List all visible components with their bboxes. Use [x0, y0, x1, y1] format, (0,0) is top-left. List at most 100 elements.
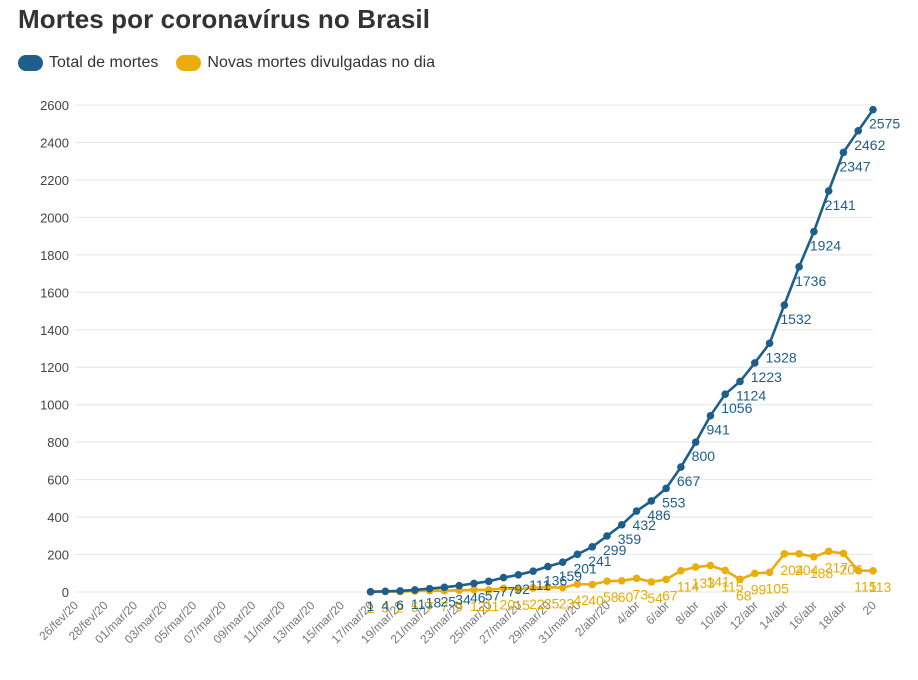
total-deaths-point	[632, 507, 641, 515]
new-deaths-point	[603, 577, 611, 585]
total-deaths-data-label: 25	[440, 593, 456, 609]
total-deaths-point	[721, 390, 730, 399]
new-deaths-data-label: 11	[485, 598, 500, 614]
new-deaths-data-label: 115	[721, 578, 744, 594]
new-deaths-point	[632, 574, 641, 583]
new-deaths-point	[765, 568, 774, 577]
x-tick-label: 16/abr	[786, 598, 820, 632]
total-deaths-data-label: 941	[706, 422, 730, 438]
new-deaths-point	[854, 566, 863, 575]
total-deaths-data-label: 800	[692, 448, 716, 464]
new-deaths-data-label: 25	[544, 595, 560, 611]
y-tick-label: 2400	[40, 135, 69, 150]
new-deaths-data-label: 54	[647, 590, 663, 606]
new-deaths-data-label: 3	[381, 599, 389, 615]
new-deaths-point	[544, 583, 552, 592]
total-deaths-point	[484, 577, 493, 586]
legend-item-new[interactable]: Novas mortes divulgadas no dia	[176, 54, 435, 72]
total-deaths-data-label: 241	[588, 553, 612, 569]
series-new-deaths: 1 3 2 5 7 7 9 12 11 20 15 22 25 23 42 40 58 60 73 54 6711413…	[367, 547, 892, 616]
new-deaths-point	[514, 585, 523, 593]
new-deaths-point	[691, 563, 700, 571]
new-deaths-data-label: 7	[426, 599, 434, 615]
new-deaths-data-label: 114	[677, 579, 700, 595]
legend-item-total[interactable]: Total de mortes	[18, 54, 158, 72]
total-deaths-data-label: 1328	[766, 349, 797, 365]
total-deaths-data-label: 136	[544, 573, 568, 589]
new-deaths-point	[662, 575, 670, 584]
new-deaths-point	[647, 578, 656, 586]
new-deaths-point	[839, 549, 848, 558]
y-tick-label: 2600	[40, 98, 69, 113]
y-tick-label: 600	[47, 473, 69, 488]
new-deaths-point	[824, 547, 833, 556]
new-deaths-point	[499, 584, 508, 593]
chart-title: Mortes por coronavírus no Brasil	[18, 4, 431, 34]
x-tick-label: 18/abr	[816, 598, 850, 632]
total-deaths-point	[514, 570, 523, 579]
legend-label-total: Total de mortes	[49, 54, 159, 71]
total-deaths-data-label: 486	[647, 507, 671, 523]
total-deaths-data-label: 111	[529, 577, 550, 593]
new-deaths-data-label: 60	[618, 589, 634, 605]
total-deaths-point	[440, 583, 449, 592]
new-deaths-point	[810, 552, 818, 561]
total-deaths-point	[839, 148, 848, 157]
total-deaths-data-label: 46	[470, 589, 486, 605]
y-tick-label: 2200	[40, 173, 69, 188]
total-deaths-point	[662, 484, 670, 493]
total-deaths-data-label: 359	[618, 531, 642, 547]
total-deaths-data-label: 77	[500, 584, 516, 600]
chart-legend: Total de mortes Novas mortes divulgadas …	[18, 54, 435, 72]
total-deaths-data-label: 2141	[825, 197, 856, 213]
new-deaths-data-label: 40	[588, 593, 604, 609]
y-tick-label: 200	[47, 548, 69, 563]
total-deaths-point	[617, 520, 626, 529]
y-tick-label: 1800	[40, 248, 69, 263]
new-deaths-data-label: 2	[396, 600, 404, 616]
new-deaths-data-label: 22	[529, 596, 545, 612]
new-deaths-data-label: 206	[839, 561, 863, 577]
new-deaths-data-label: 141	[706, 574, 730, 590]
total-deaths-point	[677, 463, 685, 471]
new-deaths-point	[795, 549, 803, 558]
total-deaths-point	[647, 497, 656, 505]
new-deaths-point	[677, 566, 685, 575]
total-deaths-data-label: 2575	[869, 116, 900, 132]
total-deaths-point	[381, 587, 390, 596]
new-deaths-data-label: 23	[559, 596, 575, 612]
new-deaths-data-label: 188	[810, 565, 834, 581]
total-deaths-point	[455, 581, 464, 590]
new-deaths-data-label: 204	[795, 562, 819, 578]
total-deaths-line	[370, 108, 875, 594]
new-deaths-point	[617, 576, 626, 585]
total-deaths-point	[824, 187, 833, 195]
legend-swatch-new	[176, 55, 202, 71]
total-deaths-point	[529, 567, 537, 576]
new-deaths-data-label: 133	[692, 575, 716, 591]
y-tick-label: 0	[62, 585, 69, 600]
total-deaths-point	[425, 584, 434, 593]
new-deaths-data-label: 204	[780, 562, 804, 578]
x-tick-label: 12/abr	[727, 598, 761, 632]
new-deaths-data-label: 113	[869, 579, 892, 595]
new-deaths-data-label: 7	[440, 599, 448, 615]
y-tick-label: 2000	[40, 210, 69, 225]
total-deaths-data-label: 432	[633, 517, 657, 533]
new-deaths-data-label: 67	[662, 587, 678, 603]
new-deaths-point	[558, 583, 567, 592]
total-deaths-data-label: 11	[411, 596, 426, 612]
total-deaths-point	[603, 532, 611, 540]
new-deaths-data-label: 105	[766, 580, 790, 596]
total-deaths-point	[854, 127, 863, 135]
total-deaths-data-label: 667	[677, 473, 701, 489]
new-deaths-point	[484, 586, 493, 594]
new-deaths-data-label: 217	[825, 559, 849, 575]
y-tick-label: 1600	[40, 285, 69, 300]
total-deaths-point	[869, 105, 877, 114]
new-deaths-point	[780, 549, 789, 558]
y-axis: 0 200 400 600 800 1000 1200 1400 1600 1800 2000 220…	[40, 98, 69, 600]
total-deaths-data-label: 34	[455, 592, 471, 608]
total-deaths-point	[558, 558, 567, 567]
